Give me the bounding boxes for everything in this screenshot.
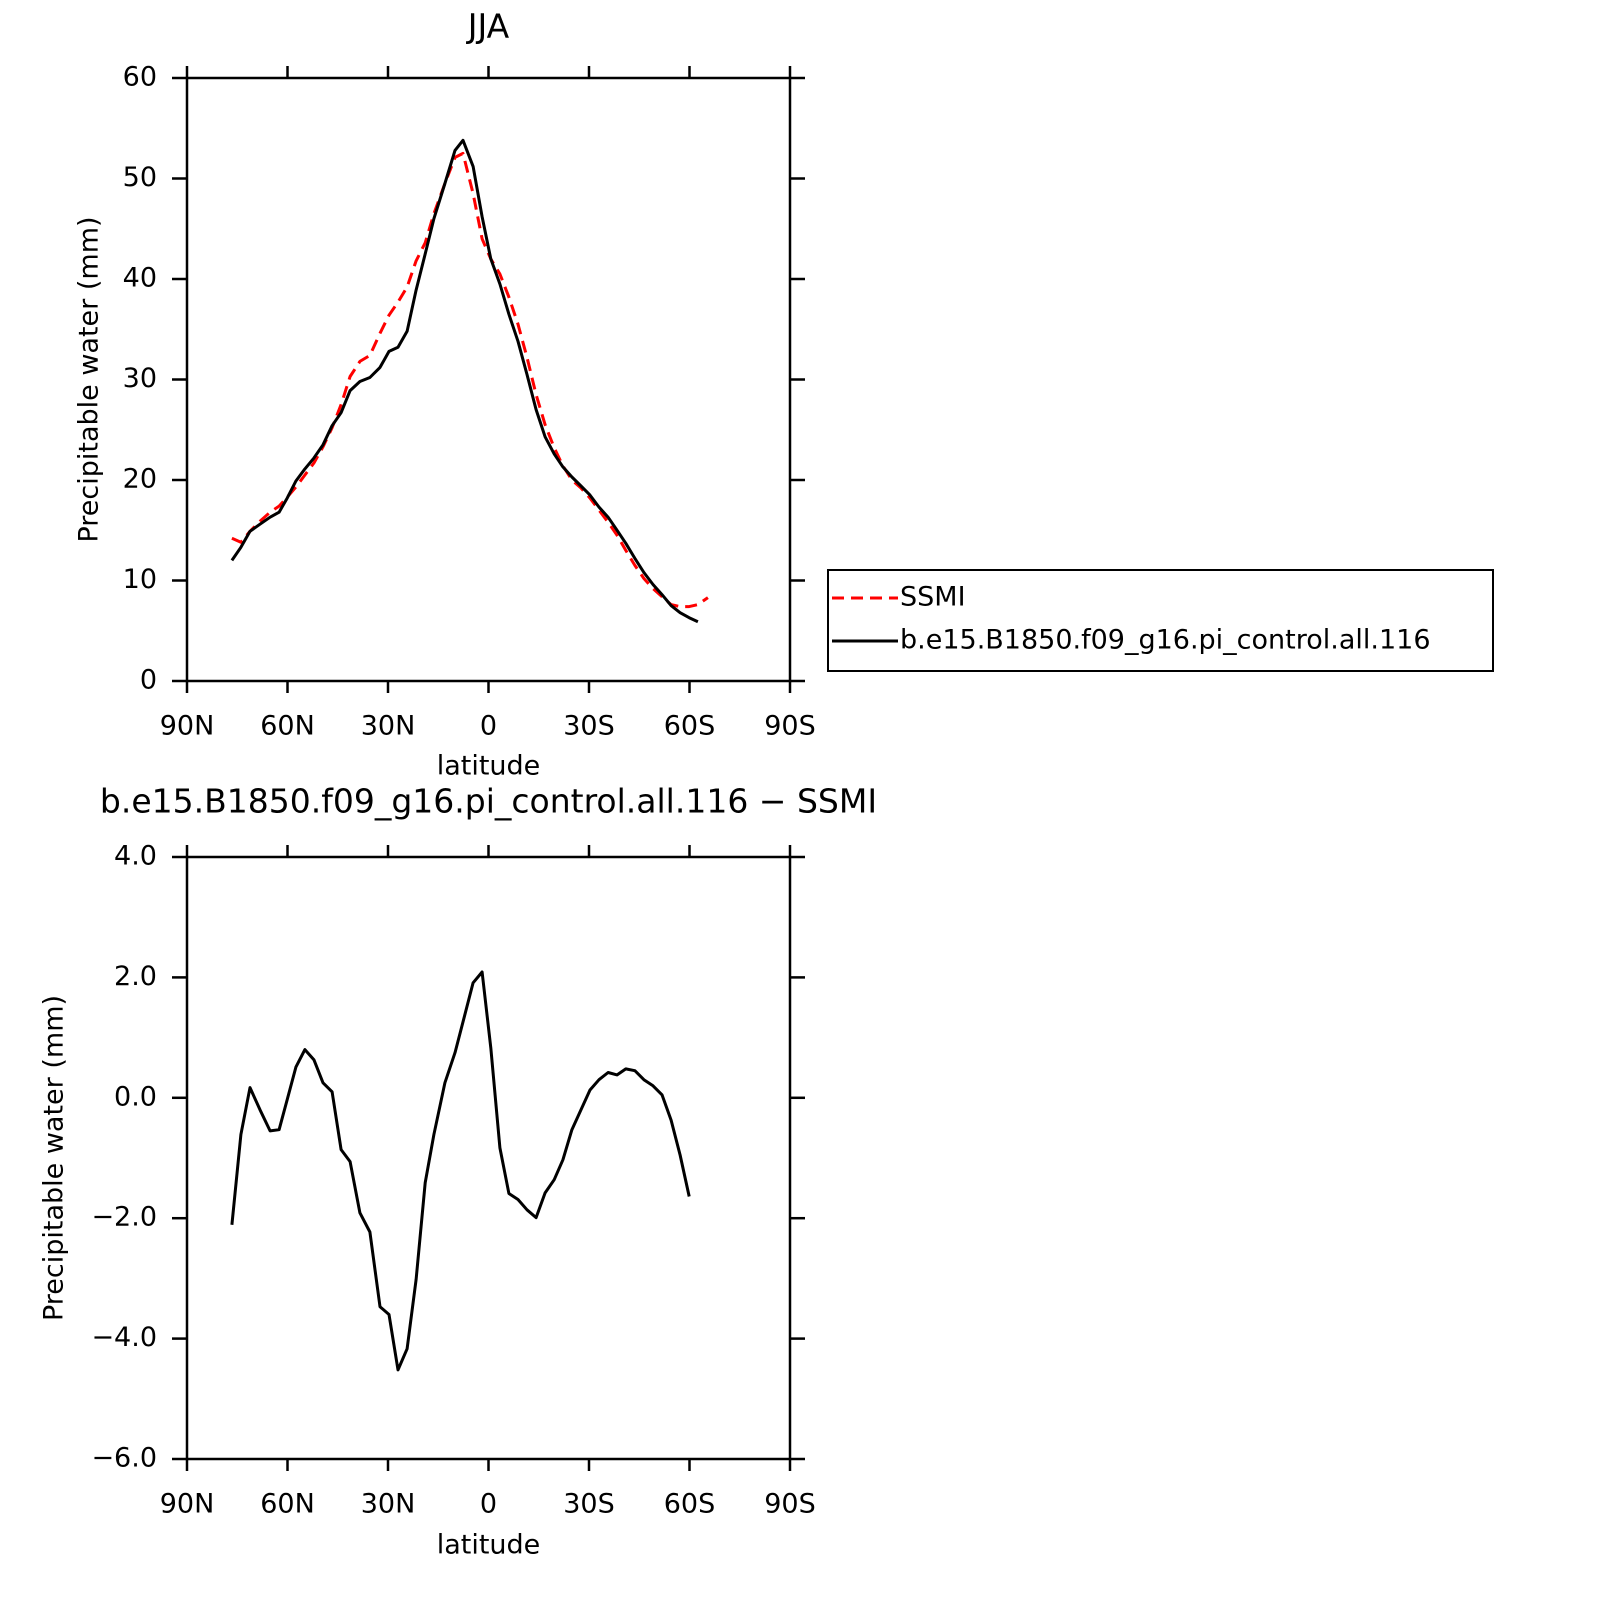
x-tick-label: 60N <box>260 1489 315 1520</box>
series-line <box>231 151 709 609</box>
x-tick-label: 90S <box>764 711 816 742</box>
y-tick-label: 10 <box>123 564 157 595</box>
x-axis-label: latitude <box>437 751 541 782</box>
y-axis-label: Precipitable water (mm) <box>39 995 70 1321</box>
y-axis-label: Precipitable water (mm) <box>74 216 105 542</box>
x-tick-label: 0 <box>480 1489 497 1520</box>
x-axis-label: latitude <box>437 1530 541 1561</box>
x-tick-label: 90N <box>160 711 215 742</box>
y-tick-label: −2.0 <box>91 1202 157 1233</box>
y-tick-label: 60 <box>123 62 157 93</box>
y-tick-label: 30 <box>123 363 157 394</box>
y-tick-label: 50 <box>123 162 157 193</box>
data-line <box>230 970 691 1372</box>
x-tick-label: 30S <box>563 711 615 742</box>
x-tick-label: 60S <box>664 1489 716 1520</box>
x-tick-label: 0 <box>480 711 497 742</box>
legend-label: b.e15.B1850.f09_g16.pi_control.all.116 <box>900 625 1431 656</box>
y-tick-label: 4.0 <box>114 841 157 872</box>
x-tick-label: 30N <box>361 1489 416 1520</box>
y-tick-label: −6.0 <box>91 1443 157 1474</box>
y-tick-label: −4.0 <box>91 1322 157 1353</box>
x-tick-label: 60N <box>260 711 315 742</box>
y-tick-label: 2.0 <box>114 961 157 992</box>
x-tick-label: 60S <box>664 711 716 742</box>
plot-frame <box>185 76 792 683</box>
y-tick-label: 0 <box>140 665 157 696</box>
x-tick-label: 90N <box>160 1489 215 1520</box>
legend-label: SSMI <box>900 582 966 613</box>
plot-frame <box>185 855 792 1461</box>
chart-title: JJA <box>466 7 510 46</box>
x-tick-label: 30N <box>361 711 416 742</box>
legend-box <box>827 569 1494 672</box>
y-tick-label: 20 <box>123 464 157 495</box>
y-tick-label: 0.0 <box>114 1081 157 1112</box>
chart-title: b.e15.B1850.f09_g16.pi_control.all.116 −… <box>100 782 877 821</box>
x-tick-label: 30S <box>563 1489 615 1520</box>
y-tick-label: 40 <box>123 263 157 294</box>
x-tick-label: 90S <box>764 1489 816 1520</box>
series-line <box>230 138 699 624</box>
